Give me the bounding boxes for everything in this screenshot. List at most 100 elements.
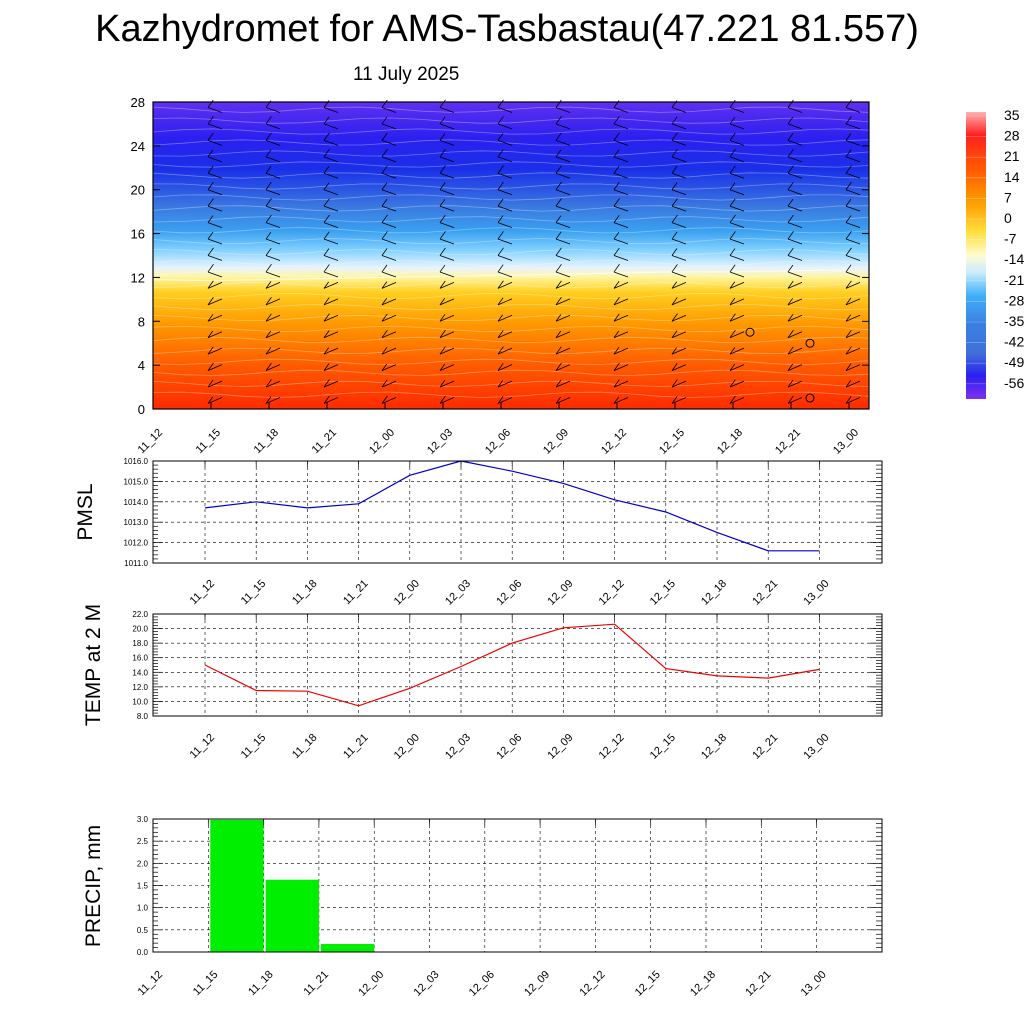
y-tick-label: 18.0 xyxy=(132,639,148,648)
wind-barb-flag xyxy=(845,123,861,130)
wind-barb-staff xyxy=(439,346,446,355)
isotherm-line xyxy=(152,369,870,376)
wind-barb-staff xyxy=(555,247,562,256)
wind-barb-staff xyxy=(497,149,504,158)
wind-barb-flag xyxy=(381,298,397,306)
wind-barb-staff xyxy=(671,363,678,371)
wind-barb-staff xyxy=(671,379,678,388)
wind-barb-flag xyxy=(439,156,455,163)
wind-barb-staff xyxy=(207,297,214,306)
wind-barb-staff xyxy=(265,247,272,256)
wind-barb-staff xyxy=(671,297,678,306)
x-tick-label: 11_15 xyxy=(239,732,269,762)
colorbar-label: 14 xyxy=(1004,169,1020,185)
x-tick-label: 11_18 xyxy=(290,732,320,762)
wind-barb-staff xyxy=(323,231,330,240)
wind-barb-staff xyxy=(787,395,794,404)
wind-barb-flag xyxy=(613,298,629,306)
wind-barb-staff xyxy=(381,395,388,404)
wind-barb-staff xyxy=(613,396,620,404)
wind-barb-staff xyxy=(671,396,678,404)
wind-barb-flag xyxy=(207,139,223,146)
wind-barb-staff xyxy=(729,379,736,388)
wind-barb-flag xyxy=(787,123,803,130)
wind-barb-staff xyxy=(613,149,620,158)
wind-barb-flag xyxy=(265,271,281,278)
wind-barb-flag xyxy=(671,347,687,355)
wind-barb-staff xyxy=(439,264,446,273)
isotherm-line xyxy=(152,249,870,256)
isotherm-line xyxy=(152,314,870,322)
wind-barb-staff xyxy=(207,149,214,158)
wind-barb-flag xyxy=(207,397,223,404)
wind-barb-staff xyxy=(497,264,504,273)
wind-barb-staff xyxy=(207,247,214,256)
wind-barb-staff xyxy=(439,165,446,174)
wind-barb-flag xyxy=(323,397,339,404)
wind-barb-staff xyxy=(497,165,504,174)
wind-barb-flag xyxy=(323,298,339,306)
wind-barb-flag xyxy=(787,364,803,371)
wind-barb-flag xyxy=(613,380,629,388)
x-tick-label: 12_21 xyxy=(750,732,780,762)
colorbar-label: -28 xyxy=(1004,292,1024,308)
wind-barb-staff xyxy=(207,330,214,338)
y-tick-label: 20 xyxy=(131,183,145,198)
wind-barb-staff xyxy=(671,248,678,256)
wind-barb-staff xyxy=(207,198,214,207)
wind-barb-staff xyxy=(265,330,272,338)
wind-barb-flag xyxy=(729,364,745,371)
wind-barb-staff xyxy=(381,231,388,240)
wind-barb-flag xyxy=(207,380,223,388)
x-tick-label: 12_21 xyxy=(750,578,780,608)
cross-section-frame xyxy=(152,101,870,410)
wind-barb-flag xyxy=(207,364,223,371)
wind-barb-flag xyxy=(265,156,281,163)
wind-barb-staff xyxy=(265,313,272,322)
wind-barb-flag xyxy=(439,238,455,245)
wind-barb-staff xyxy=(845,363,852,371)
wind-barb-flag xyxy=(787,205,803,212)
wind-barb-flag xyxy=(207,107,223,113)
wind-barb-flag xyxy=(381,139,397,146)
wind-barb-flag xyxy=(381,331,397,339)
wind-barb-flag xyxy=(555,380,571,388)
cross-section-x-axis: 11_12 11_15 11_18 11_21 12_00 12_03 12_06 12_09… xyxy=(136,402,861,457)
wind-barb-staff xyxy=(207,165,214,174)
colorbar-label: 7 xyxy=(1004,189,1012,205)
wind-barb-flag xyxy=(671,255,687,261)
wind-barb-staff xyxy=(729,198,736,207)
wind-barb-flag xyxy=(323,331,339,339)
wind-barb-staff xyxy=(207,362,214,371)
y-tick-label: 28 xyxy=(131,95,145,110)
wind-barb-flag xyxy=(671,298,687,306)
wind-barb-staff xyxy=(207,132,214,141)
y-tick-label: 1015.0 xyxy=(124,477,149,486)
wind-barb-flag xyxy=(845,156,861,163)
colorbar-label: -14 xyxy=(1004,251,1024,267)
wind-barb-flag xyxy=(555,238,571,245)
wind-barb-flag xyxy=(439,172,455,179)
wind-barb-flag xyxy=(497,172,513,179)
isotherm-contours xyxy=(152,106,870,398)
wind-barb-flag xyxy=(439,364,455,371)
x-tick-label: 13_00 xyxy=(831,427,861,457)
wind-barb-flag xyxy=(729,222,745,228)
wind-barb-staff xyxy=(845,330,852,338)
wind-barb-flag xyxy=(729,189,745,196)
wind-barb-flag xyxy=(381,271,397,278)
wind-barb-flag xyxy=(207,172,223,179)
x-tick-label: 12_06 xyxy=(467,969,497,999)
wind-barb-flag xyxy=(671,282,687,289)
wind-barb-staff xyxy=(613,214,620,223)
wind-barb-flag xyxy=(671,331,687,339)
wind-barb-staff xyxy=(381,99,388,108)
wind-barb-flag xyxy=(787,189,803,196)
wind-barb-flag xyxy=(555,205,571,212)
colorbar-label: 21 xyxy=(1004,148,1020,164)
isotherm-line xyxy=(152,172,870,179)
x-tick-label: 11_12 xyxy=(136,427,166,457)
wind-barb-flag xyxy=(729,380,745,388)
wind-barb-flag xyxy=(555,282,571,289)
wind-barb-staff xyxy=(497,346,504,355)
